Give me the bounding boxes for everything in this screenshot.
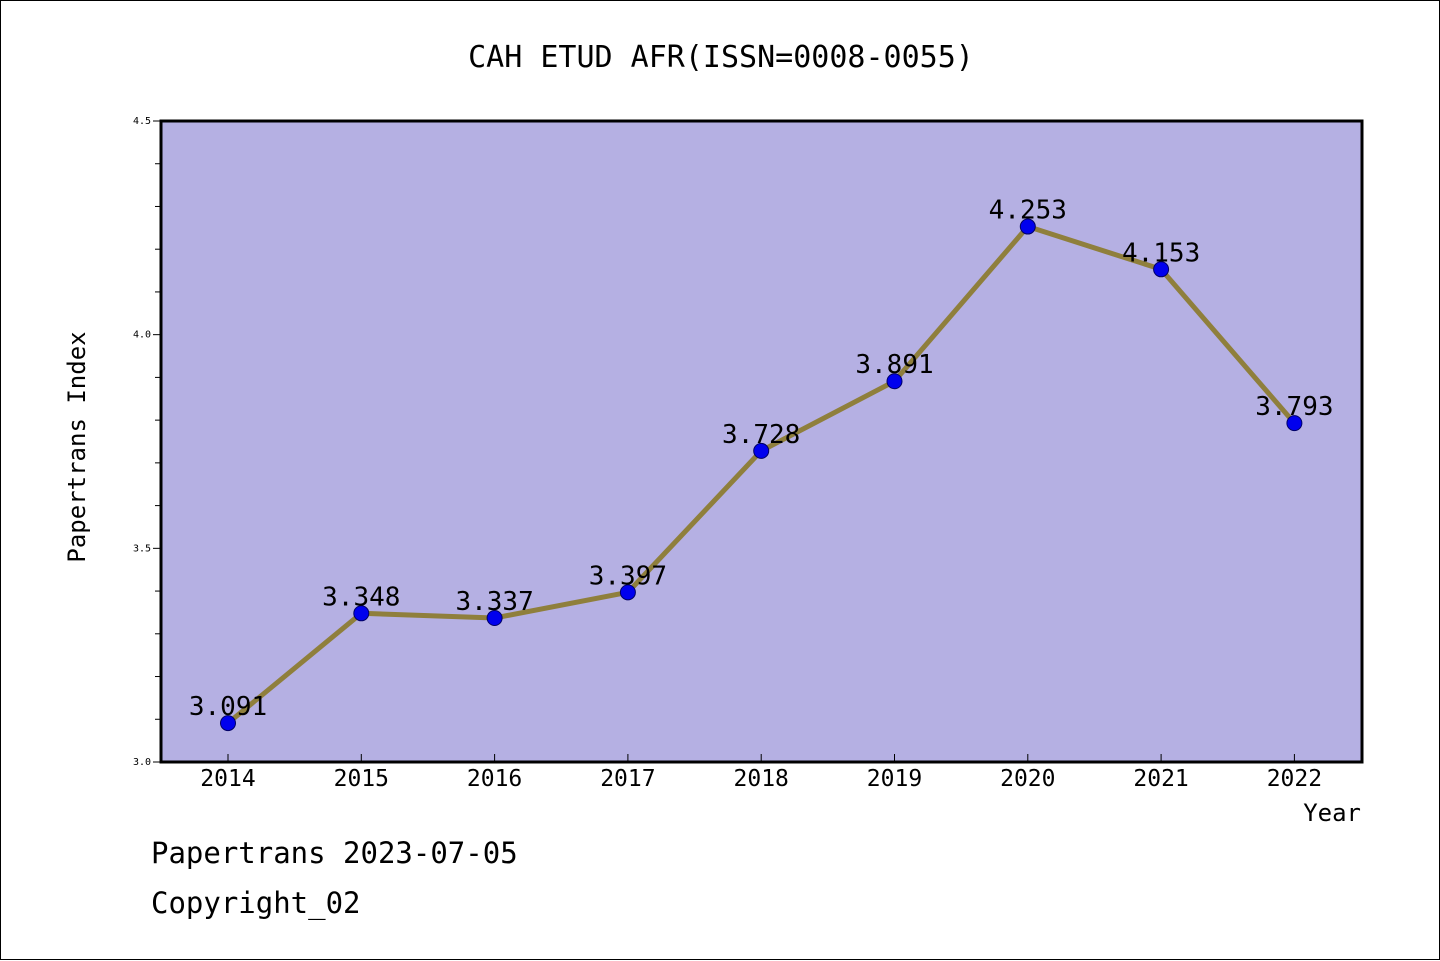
y-axis-label: Papertrans Index bbox=[63, 331, 91, 562]
y-tick-label: 3.5 bbox=[133, 543, 151, 554]
x-tick-label: 2020 bbox=[1000, 766, 1055, 792]
data-label: 3.397 bbox=[589, 561, 667, 591]
data-point bbox=[1019, 218, 1036, 235]
data-label: 3.728 bbox=[722, 420, 800, 450]
footer-date-line: Papertrans 2023-07-05 bbox=[151, 836, 518, 870]
data-point bbox=[619, 584, 636, 601]
plot-area bbox=[159, 119, 1364, 764]
data-point bbox=[1286, 415, 1303, 432]
x-tick-label: 2019 bbox=[867, 766, 922, 792]
data-label: 3.348 bbox=[322, 582, 400, 612]
chart-title: CAH ETUD AFR(ISSN=0008-0055) bbox=[468, 40, 974, 75]
data-label: 4.153 bbox=[1122, 238, 1200, 268]
x-axis-label: Year bbox=[1303, 799, 1361, 827]
x-tick-label: 2016 bbox=[467, 766, 522, 792]
y-tick-label: 3.0 bbox=[133, 757, 151, 768]
data-label: 3.793 bbox=[1255, 392, 1333, 422]
x-tick-label: 2018 bbox=[734, 766, 789, 792]
data-point bbox=[1153, 261, 1170, 278]
x-tick-label: 2015 bbox=[334, 766, 389, 792]
data-label: 4.253 bbox=[989, 196, 1067, 226]
data-point bbox=[753, 442, 770, 459]
y-tick-label: 4.5 bbox=[133, 116, 151, 127]
data-point bbox=[220, 715, 236, 732]
x-tick-label: 2017 bbox=[600, 766, 655, 792]
data-point bbox=[353, 605, 370, 622]
data-label: 3.337 bbox=[455, 587, 533, 617]
y-axis: 3.0 3.5 4.0 4.5 bbox=[133, 116, 161, 768]
x-axis: 2014 2015 2016 2017 2018 2019 2020 2021 2022 bbox=[200, 754, 1322, 792]
data-label: 3.091 bbox=[189, 692, 267, 722]
data-point bbox=[486, 609, 503, 626]
data-point bbox=[886, 373, 903, 390]
y-tick-label: 4.0 bbox=[133, 330, 151, 341]
x-tick-label: 2021 bbox=[1133, 766, 1188, 792]
x-tick-label: 2014 bbox=[200, 766, 255, 792]
data-label: 3.891 bbox=[855, 350, 933, 380]
data-series: 3.091 3.348 3.337 3.397 3.728 3.891 4.253 4.153… bbox=[189, 196, 1334, 732]
x-tick-label: 2022 bbox=[1267, 766, 1322, 792]
footer-copyright-line: Copyright_02 bbox=[151, 886, 361, 920]
